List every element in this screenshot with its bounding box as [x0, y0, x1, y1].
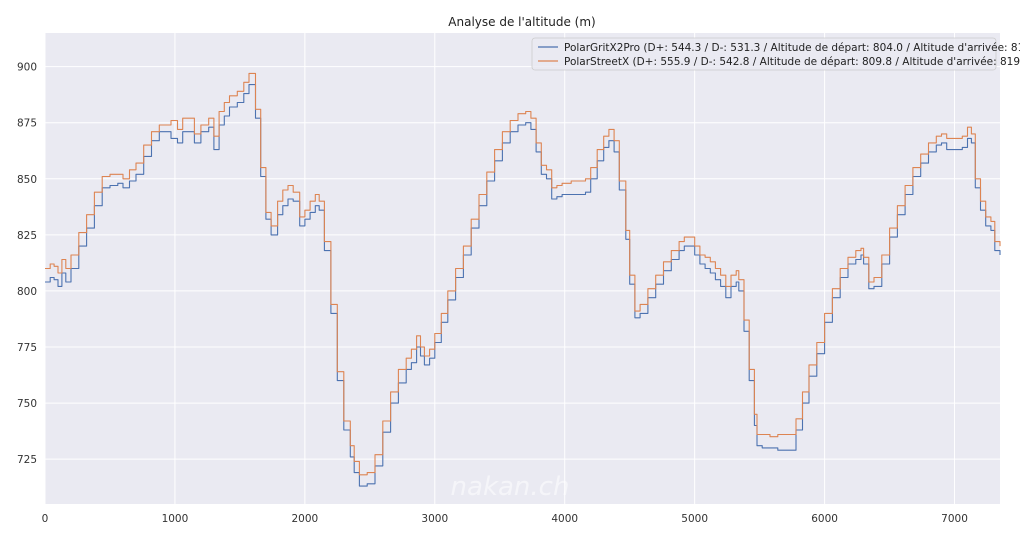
y-tick-label: 725 [17, 454, 37, 466]
x-tick-label: 3000 [421, 513, 448, 525]
x-axis-ticks: 0 1000 2000 3000 4000 5000 6000 7000 [42, 513, 968, 525]
x-tick-label: 4000 [551, 513, 578, 525]
series-line-2 [45, 72, 1001, 476]
legend: PolarGritX2Pro (D+: 544.3 / D-: 531.3 / … [531, 37, 1020, 71]
x-tick-label: 6000 [811, 513, 838, 525]
x-tick-label: 0 [42, 513, 49, 525]
watermark-text: nakan.ch [451, 472, 570, 502]
x-tick-label: 1000 [162, 513, 189, 525]
plot-background [45, 33, 1000, 504]
y-tick-label: 825 [17, 230, 37, 242]
series-line-1 [45, 84, 1001, 487]
legend-label-series-1: PolarGritX2Pro (D+: 544.3 / D-: 531.3 / … [564, 42, 1020, 54]
x-tick-label: 5000 [681, 513, 708, 525]
y-tick-label: 900 [17, 62, 37, 74]
y-tick-label: 775 [17, 342, 37, 354]
y-axis-ticks: 725 750 775 800 825 850 875 900 [17, 62, 37, 466]
grid [44, 33, 1000, 504]
y-tick-label: 800 [17, 286, 37, 298]
y-tick-label: 750 [17, 398, 37, 410]
legend-label-series-2: PolarStreetX (D+: 555.9 / D-: 542.8 / Al… [564, 56, 1020, 68]
x-tick-label: 2000 [291, 513, 318, 525]
y-tick-label: 875 [17, 118, 37, 130]
legend-box [531, 37, 997, 71]
series-lines [45, 72, 1001, 487]
x-tick-label: 7000 [941, 513, 968, 525]
y-tick-label: 850 [17, 174, 37, 186]
chart-title: Analyse de l'altitude (m) [448, 15, 595, 29]
